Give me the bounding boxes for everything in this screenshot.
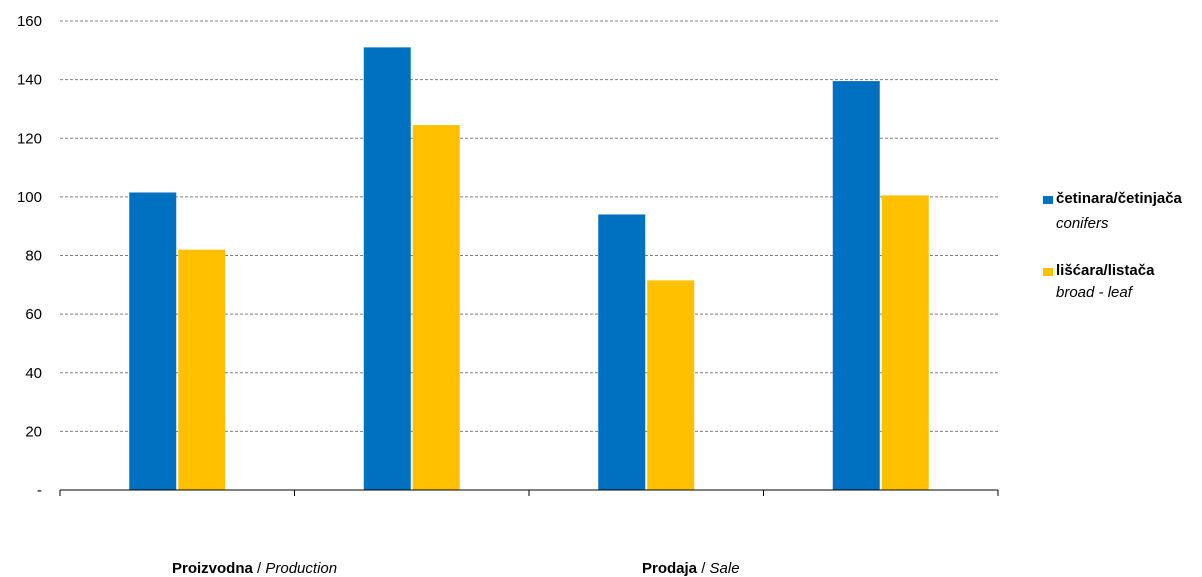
bar-conifers: [363, 47, 411, 490]
group-label-sale: Prodaja / Sale: [642, 560, 740, 577]
bar-broadleaf: [178, 249, 226, 490]
bar-broadleaf: [881, 195, 929, 491]
group-label-sale-sep: /: [697, 560, 710, 577]
bars: [129, 47, 929, 491]
legend: četinara/četinjača conifers lišćara/list…: [1043, 190, 1202, 331]
bar-broadleaf: [412, 125, 460, 490]
y-tick-label: 140: [17, 72, 42, 89]
y-tick-label: 80: [25, 248, 42, 265]
group-label-production-bold: Proizvodna: [172, 560, 253, 577]
y-tick-label: 100: [17, 189, 42, 206]
legend-subtitle-broadleaf: broad - leaf: [1056, 284, 1132, 301]
y-tick-label: 120: [17, 130, 42, 147]
bar-conifers: [598, 214, 646, 490]
bar-conifers: [832, 81, 880, 490]
y-axis-tick-labels: - 20 40 60 80 100 120 140 160: [17, 13, 42, 499]
y-tick-label: 160: [17, 13, 42, 30]
legend-name-broadleaf: lišćara/listača: [1056, 262, 1155, 279]
bar-conifers: [129, 192, 177, 490]
group-label-sale-italic: Sale: [709, 560, 740, 577]
legend-item-conifers: četinara/četinjača conifers: [1043, 190, 1202, 234]
legend-swatch-conifers: [1043, 196, 1053, 204]
legend-swatch-broadleaf: [1043, 268, 1053, 276]
legend-name-conifers: četinara/četinjača: [1056, 190, 1182, 207]
group-label-production-italic: Production: [265, 560, 338, 577]
y-tick-label: 20: [25, 423, 42, 440]
y-tick-label: 60: [25, 306, 42, 323]
bar-broadleaf: [647, 280, 695, 490]
y-tick-label: -: [37, 482, 42, 499]
x-axis: [59, 489, 999, 496]
group-label-sale-bold: Prodaja: [642, 560, 698, 577]
y-tick-label: 40: [25, 365, 42, 382]
group-label-production-sep: /: [252, 560, 266, 577]
group-label-production: Proizvodna / Production: [172, 560, 337, 577]
legend-subtitle-conifers: conifers: [1056, 215, 1109, 232]
legend-item-broadleaf: lišćara/listača broad - leaf: [1043, 262, 1202, 303]
